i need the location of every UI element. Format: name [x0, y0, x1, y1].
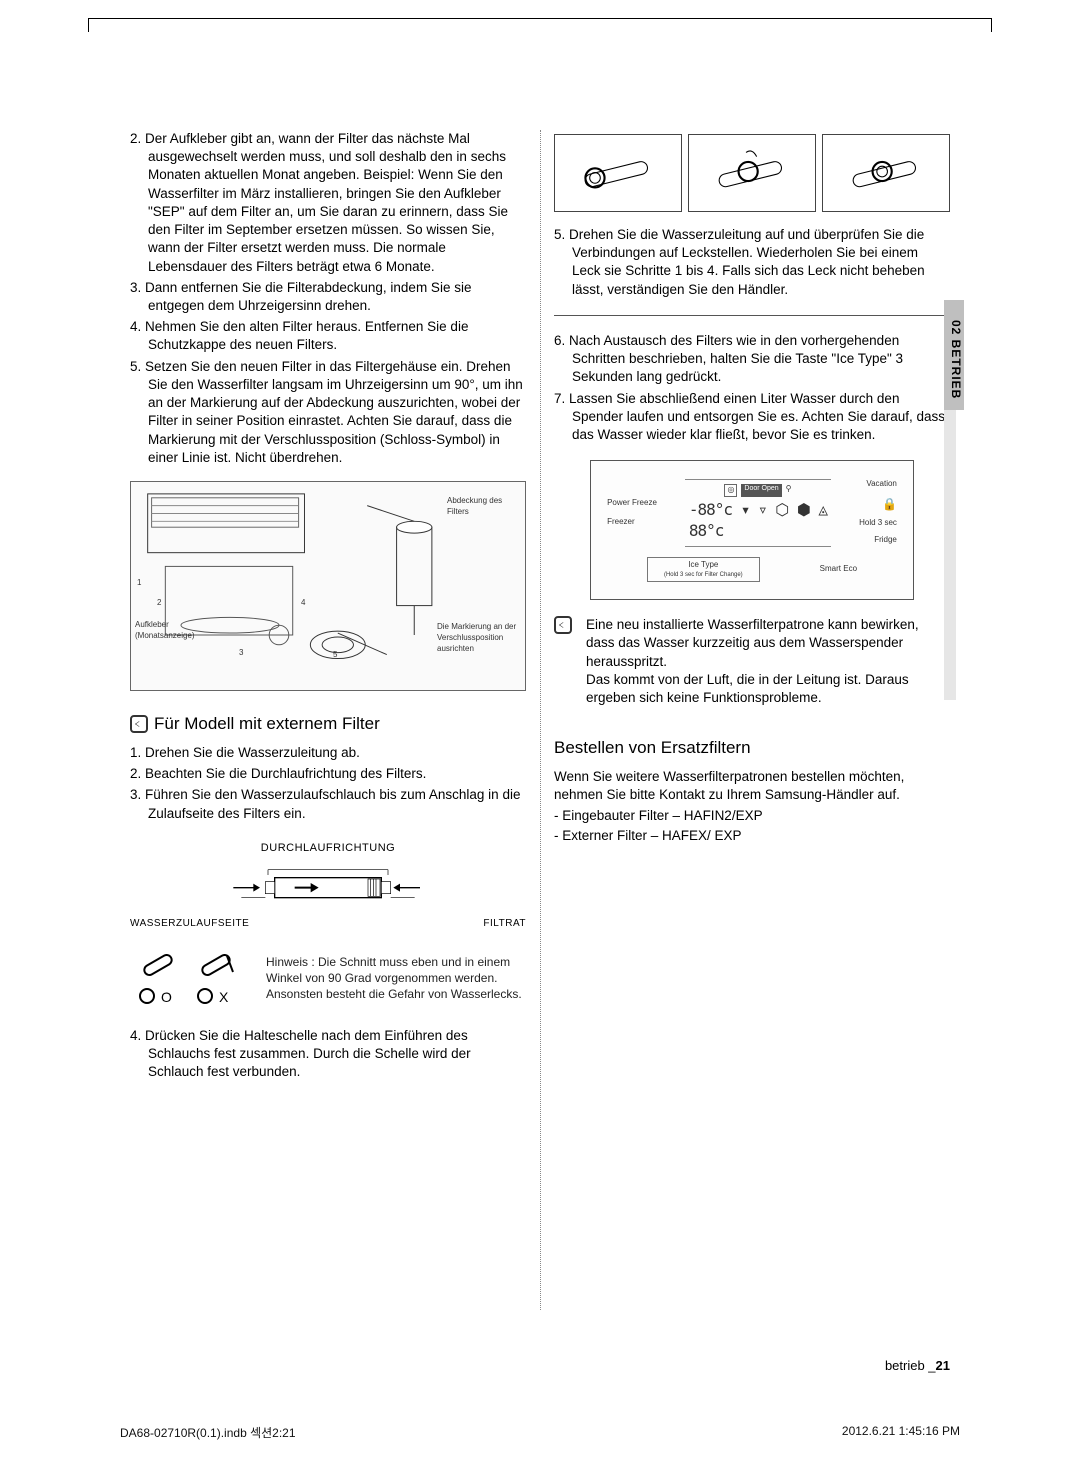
panel-label: Fridge: [874, 535, 897, 546]
panel-label: Ice Type: [664, 560, 743, 571]
panel-label: Freezer: [607, 517, 657, 528]
divider: [554, 315, 950, 316]
list-item: 2. Beachten Sie die Durchlaufrichtung de…: [148, 765, 526, 783]
clamp-step-3: [822, 134, 950, 212]
note-icon: [554, 616, 572, 634]
section-heading-text: Für Modell mit externem Filter: [154, 713, 380, 736]
diagram-label: 5: [333, 650, 337, 661]
list-item: 3. Dann entfernen Sie die Filterabdeckun…: [148, 279, 526, 315]
flow-label-top: DURCHLAUFRICHTUNG: [261, 841, 395, 856]
list-item: 7. Lassen Sie abschließend einen Liter W…: [572, 390, 950, 445]
footer-label: betrieb _: [885, 1358, 936, 1373]
panel-label: (Hold 3 sec for Filter Change): [664, 571, 743, 579]
panel-label: Power Freeze: [607, 498, 657, 509]
crop-mark: [978, 18, 992, 32]
subtext: Wenn Sie weitere Wasserfilterpatronen be…: [554, 768, 950, 804]
diagram-label: 2: [157, 598, 161, 609]
svg-text:X: X: [219, 989, 229, 1004]
list-item: 1. Drehen Sie die Wasserzuleitung ab.: [148, 744, 526, 762]
list-item: 5. Drehen Sie die Wasserzuleitung auf un…: [572, 226, 950, 299]
hinweis-head: Hinweis :: [266, 955, 318, 969]
flow-direction-diagram: DURCHLAUFRICHTUNG WASSERZULAUFSEITE FILT…: [130, 841, 526, 931]
tab-shadow: [944, 410, 956, 700]
panel-label: Smart Eco: [820, 564, 857, 575]
control-panel-diagram: Power Freeze Freezer ◎Door Open⚲ -88°c ▾…: [590, 460, 914, 600]
list-item: 4. Nehmen Sie den alten Filter heraus. E…: [148, 318, 526, 354]
filter-model: - Eingebauter Filter – HAFIN2/EXP: [554, 807, 950, 825]
cut-ok-icon: O: [139, 954, 183, 1004]
subheading-ordering: Bestellen von Ersatzfiltern: [554, 737, 950, 760]
left-column: 2. Der Aufkleber gibt an, wann der Filte…: [130, 130, 526, 1084]
list-item: 5. Setzen Sie den neuen Filter in das Fi…: [148, 358, 526, 467]
list-item: 2. Der Aufkleber gibt an, wann der Filte…: [148, 130, 526, 276]
diagram-label: 4: [301, 598, 305, 609]
clamp-step-2: [688, 134, 816, 212]
note-icon: [130, 715, 148, 733]
flow-label-inlet: WASSERZULAUFSEITE: [130, 917, 249, 931]
print-metadata: DA68-02710R(0.1).indb 섹션2:21 2012.6.21 1…: [120, 1424, 960, 1441]
filter-model: - Externer Filter – HAFEX/ EXP: [554, 827, 950, 845]
list-item: 3. Führen Sie den Wasserzulaufschlauch b…: [148, 786, 526, 822]
cut-diagram: O X: [130, 949, 250, 1009]
step4-list: 4. Drücken Sie die Halteschelle nach dem…: [130, 1027, 526, 1082]
note-line: Das kommt von der Luft, die in der Leitu…: [586, 672, 909, 705]
page-content: 2. Der Aufkleber gibt an, wann der Filte…: [130, 130, 950, 1084]
clamp-step-1: [554, 134, 682, 212]
note-text: Eine neu installierte Wasserfilterpatron…: [586, 616, 950, 707]
note-line: Eine neu installierte Wasserfilterpatron…: [586, 617, 919, 668]
right-column: 02 BETRIEB 5. Drehen Sie die Wasserzulei…: [554, 130, 950, 1084]
cut-note-row: O X Hinweis : Die Schnitt muss eben und …: [130, 949, 526, 1009]
list-item: 4. Drücken Sie die Halteschelle nach dem…: [148, 1027, 526, 1082]
list-item: 6. Nach Austausch des Filters wie in den…: [572, 332, 950, 387]
page-footer: betrieb _21: [885, 1358, 950, 1373]
cut-ng-icon: X: [197, 954, 241, 1004]
section-tab: 02 BETRIEB: [944, 300, 964, 410]
flow-label-outlet: FILTRAT: [483, 917, 526, 931]
diagram-label: 3: [239, 648, 243, 659]
filter-cylinder: [228, 865, 428, 909]
clamp-diagram-row: [554, 134, 950, 212]
filter-steps-top: 2. Der Aufkleber gibt an, wann der Filte…: [130, 130, 526, 467]
svg-text:O: O: [161, 989, 172, 1004]
panel-label: Hold 3 sec: [859, 518, 897, 529]
print-file: DA68-02710R(0.1).indb 섹션2:21: [120, 1424, 296, 1441]
crop-mark: [88, 18, 102, 32]
print-timestamp: 2012.6.21 1:45:16 PM: [842, 1424, 960, 1441]
info-note: Eine neu installierte Wasserfilterpatron…: [554, 616, 950, 707]
right-steps-67: 6. Nach Austausch des Filters wie in den…: [554, 332, 950, 444]
section-heading-external-filter: Für Modell mit externem Filter: [130, 713, 526, 736]
diagram-label: Die Markierung an der Verschlussposition…: [437, 622, 517, 654]
panel-label: Vacation: [866, 479, 897, 490]
diagram-label: Abdeckung des Filters: [447, 496, 517, 518]
filter-diagram: 1 2 Aufkleber (Monatsanzeige) 3 4 5 Abde…: [130, 481, 526, 691]
footer-page-number: 21: [936, 1358, 950, 1373]
hinweis-note: Hinweis : Die Schnitt muss eben und in e…: [266, 955, 526, 1002]
diagram-label: Aufkleber (Monatsanzeige): [135, 620, 195, 642]
right-steps-5: 5. Drehen Sie die Wasserzuleitung auf un…: [554, 226, 950, 299]
diagram-label: 1: [137, 578, 141, 589]
external-filter-steps: 1. Drehen Sie die Wasserzuleitung ab. 2.…: [130, 744, 526, 823]
